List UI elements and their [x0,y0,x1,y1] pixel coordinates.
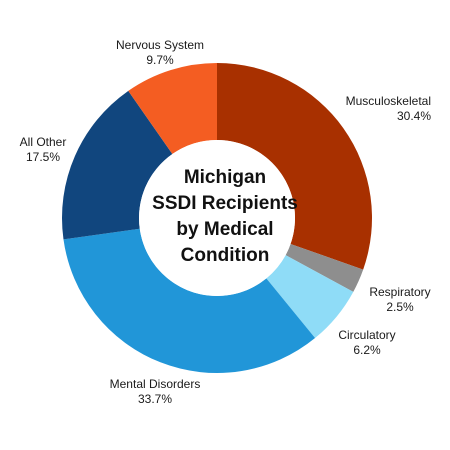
slice-name: Nervous System [115,38,205,52]
slice-name: Mental Disorders [109,377,201,391]
slice-label-nervous-system: Nervous System 9.7% [100,38,220,68]
slice-percent: 9.7% [146,53,174,67]
slice-label-mental-disorders: Mental Disorders 33.7% [85,377,225,407]
slice-label-musculoskeletal: Musculoskeletal 30.4% [323,94,431,124]
donut-slice-all-other [62,90,173,240]
chart-title-line: Michigan [183,167,267,188]
donut-center-hole [139,140,295,296]
donut-slice-mental-disorders [63,228,316,373]
slice-label-all-other: All Other 17.5% [10,135,76,165]
slice-label-respiratory: Respiratory 2.5% [368,285,432,315]
chart-title-line: Condition [180,245,270,266]
slice-name: Circulatory [338,328,396,342]
slice-percent: 17.5% [25,150,61,164]
slice-name: All Other [19,135,67,149]
slice-percent: 33.7% [137,392,173,406]
slice-name: Musculoskeletal [345,94,431,108]
slice-percent: 30.4% [396,109,431,123]
chart-title-line: SSDI Recipients [152,193,298,214]
donut-slice-circulatory [266,255,354,339]
slice-percent: 6.2% [353,343,381,357]
chart-title: Michigan SSDI Recipients by Medical Cond… [135,165,315,269]
chart-title-line: by Medical [176,219,274,240]
donut-slice-respiratory [285,243,364,292]
donut-slice-musculoskeletal [217,63,372,270]
slice-name: Respiratory [369,285,431,299]
donut-slice-nervous-system [128,63,217,155]
slice-label-circulatory: Circulatory 6.2% [325,328,409,358]
slice-percent: 2.5% [386,300,414,314]
